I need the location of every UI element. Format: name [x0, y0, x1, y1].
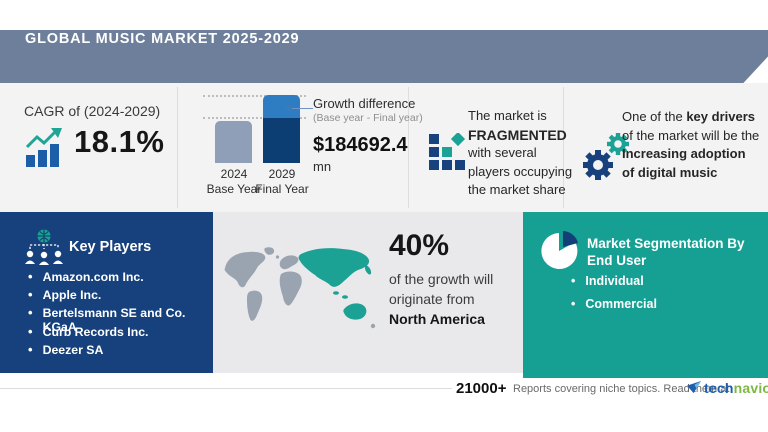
growth-difference-title: Growth difference [313, 96, 416, 111]
growth-difference-unit: mn [313, 159, 332, 174]
callout-arrow-icon [284, 104, 292, 112]
growth-bar-chart-icon [25, 128, 62, 167]
bullet: • [28, 305, 33, 321]
bar-2029-base-segment [263, 118, 300, 163]
bar-2029-label: 2029 Final Year [255, 167, 309, 196]
global-network-people-icon [25, 229, 63, 265]
bullet: • [571, 297, 576, 311]
key-player-item: • Curb Records Inc. [28, 323, 149, 339]
segmentation-title: Market Segmentation By End User [587, 236, 745, 268]
fragmented-keyword: FRAGMENTED [468, 126, 567, 143]
segment-item: • Commercial [571, 297, 657, 311]
stats-band [0, 83, 768, 212]
gears-icon [583, 133, 629, 180]
key-player-item: • Bertelsmann SE and Co. KGaA [28, 305, 186, 335]
segmentation-list: • Individual • Commercial [571, 274, 657, 320]
footer-text: Reports covering niche topics. Read them… [513, 383, 730, 395]
bullet: • [28, 323, 33, 339]
key-players-list: • Amazon.com Inc. • Apple Inc. • Bertelsman… [28, 269, 213, 360]
regional-growth-panel: 40% of the growth will originate from No… [213, 212, 523, 373]
key-player-item: • Deezer SA [28, 341, 104, 357]
key-drivers-keyword: key drivers [686, 109, 755, 124]
segmentation-panel: Market Segmentation By End User • Individ… [523, 212, 768, 378]
reference-line-base [203, 117, 306, 119]
divider [177, 87, 178, 208]
regional-text: of the growth will originate from North … [389, 271, 494, 327]
callout-arrow-line [291, 108, 313, 109]
technavio-arrow-icon [687, 381, 702, 394]
bar-2029-growth-segment [263, 95, 300, 118]
world-map [224, 247, 376, 329]
fragmented-squares-icon [429, 133, 466, 170]
bullet: • [28, 341, 33, 357]
header-bar [0, 30, 768, 83]
driver-name-line1: Increasing adoption [622, 146, 746, 161]
footer-divider [0, 388, 452, 389]
report-count: 21000+ [456, 380, 507, 397]
bar-2029 [263, 95, 300, 163]
regional-percent: 40% [389, 229, 450, 262]
key-driver-text: One of the key drivers of the market wil… [622, 108, 759, 182]
cagr-value: 18.1% [74, 124, 165, 159]
fragmentation-text: The market is FRAGMENTED with several pl… [468, 108, 573, 197]
bullet: • [28, 287, 33, 303]
key-players-title: Key Players [69, 239, 152, 255]
logo-text-navio: navio [733, 380, 768, 396]
reference-line-final [203, 95, 306, 97]
divider [563, 87, 564, 208]
logo-text-tech: tech [704, 380, 734, 396]
bullet: • [571, 274, 576, 288]
cagr-label: CAGR of (2024-2029) [24, 103, 161, 119]
pie-chart-icon [541, 231, 578, 269]
key-player-item: • Apple Inc. [28, 287, 102, 303]
bullet: • [28, 269, 33, 284]
key-players-panel: Key Players • Amazon.com Inc. • Apple Inc.… [0, 212, 213, 373]
key-player-item: • Amazon.com Inc. [28, 269, 144, 284]
growth-difference-value: $184692.4 [313, 134, 408, 156]
bar-2024 [215, 121, 252, 163]
region-name: North America [389, 311, 485, 327]
driver-name-line2: of digital music [622, 164, 718, 180]
segment-item: • Individual [571, 274, 644, 288]
technavio-logo[interactable]: tech navio [687, 380, 768, 396]
divider [408, 87, 409, 208]
growth-difference-subtitle: (Base year - Final year) [313, 112, 423, 124]
page-title: GLOBAL MUSIC MARKET 2025-2029 [25, 31, 300, 47]
bar-2024-label: 2024 Base Year [206, 167, 262, 196]
